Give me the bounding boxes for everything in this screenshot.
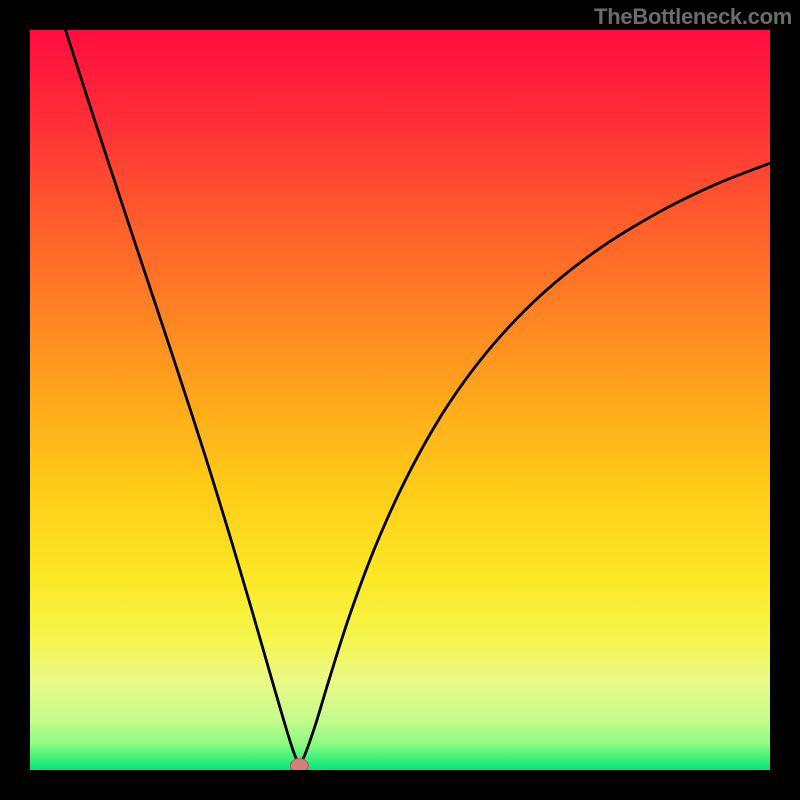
chart-frame: TheBottleneck.com [0,0,800,800]
watermark-text: TheBottleneck.com [594,4,792,30]
plot-area [30,30,770,770]
gradient-background [30,30,770,770]
